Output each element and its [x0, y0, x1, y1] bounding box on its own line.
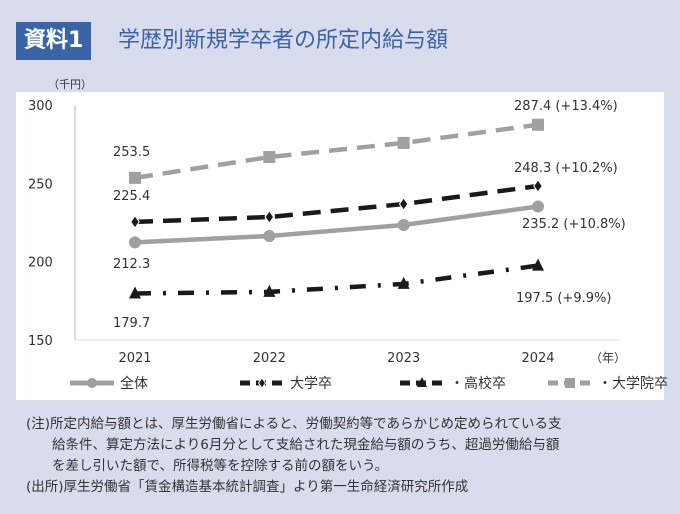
legend-marker	[87, 378, 97, 388]
data-point	[532, 118, 544, 131]
series-line	[134, 204, 539, 245]
x-tick-label: 2023	[387, 351, 420, 366]
legend-marker	[565, 378, 575, 388]
legend-marker	[257, 377, 267, 389]
legend-label: 大学卒	[290, 376, 332, 392]
data-point	[263, 151, 276, 164]
data-point	[533, 179, 543, 193]
series-line	[134, 183, 539, 225]
x-tick-label: 2024	[521, 351, 554, 366]
note-line: (注)所定内給与額とは、厚生労働省によると、労働契約等であらかじめ定められている…	[26, 416, 562, 432]
data-point	[129, 236, 141, 249]
y-tick-label: 150	[28, 334, 53, 349]
x-tick-label: 2022	[253, 351, 286, 366]
data-label: 287.4 (+13.4%)	[514, 99, 618, 114]
data-point	[398, 197, 409, 211]
data-point	[532, 258, 544, 271]
data-label: 212.3	[113, 257, 150, 272]
y-tick-label: 250	[28, 177, 53, 192]
data-point	[397, 276, 410, 289]
notes: (注)所定内給与額とは、厚生労働省によると、労働契約等であらかじめ定められている…	[26, 414, 562, 498]
series-line	[134, 122, 539, 181]
data-point	[264, 210, 275, 224]
data-point	[532, 200, 544, 213]
legend-marker	[417, 377, 427, 387]
chart-panel	[16, 92, 664, 400]
x-tick-label: 2021	[118, 351, 151, 366]
x-axis-label: （年）	[590, 351, 626, 365]
legend-label: ・高校卒	[450, 375, 506, 392]
data-label: 235.2 (+10.8%)	[522, 217, 626, 232]
data-label: 248.3 (+10.2%)	[514, 161, 618, 176]
data-point	[129, 171, 141, 184]
y-tick-label: 300	[28, 99, 53, 114]
figure-badge: 資料1	[16, 22, 92, 60]
note-line: を差し引いた額で、所得税等を控除する前の額をいう。	[52, 458, 389, 474]
line-chart: （千円） 150 200 250 300 2021 2022 2023 2024 （年） 212.3…	[28, 78, 668, 392]
data-point	[129, 286, 141, 299]
data-point	[130, 215, 140, 229]
chart-title: 学歴別新規学卒者の所定内給与額	[118, 28, 449, 53]
legend-label: 全体	[120, 375, 148, 392]
data-point	[397, 219, 410, 232]
y-tick-label: 200	[28, 256, 53, 271]
data-point	[397, 136, 410, 149]
series-line	[134, 263, 539, 296]
data-point	[263, 284, 276, 297]
data-label: 225.4	[113, 189, 150, 204]
note-line: 給条件、算定方法により6月分として支給された現金給与額のうち、超過労働給与額	[52, 437, 560, 453]
y-axis-label: （千円）	[48, 78, 92, 91]
data-point	[263, 229, 276, 242]
data-label: 197.5 (+9.9%)	[516, 291, 611, 306]
data-label: 253.5	[113, 145, 150, 160]
data-label: 179.7	[113, 316, 150, 331]
legend-label: ・大学院卒	[598, 376, 668, 392]
source-line: (出所)厚生労働省「賃金構造基本統計調査」より第一生命経済研究所作成	[26, 479, 469, 495]
